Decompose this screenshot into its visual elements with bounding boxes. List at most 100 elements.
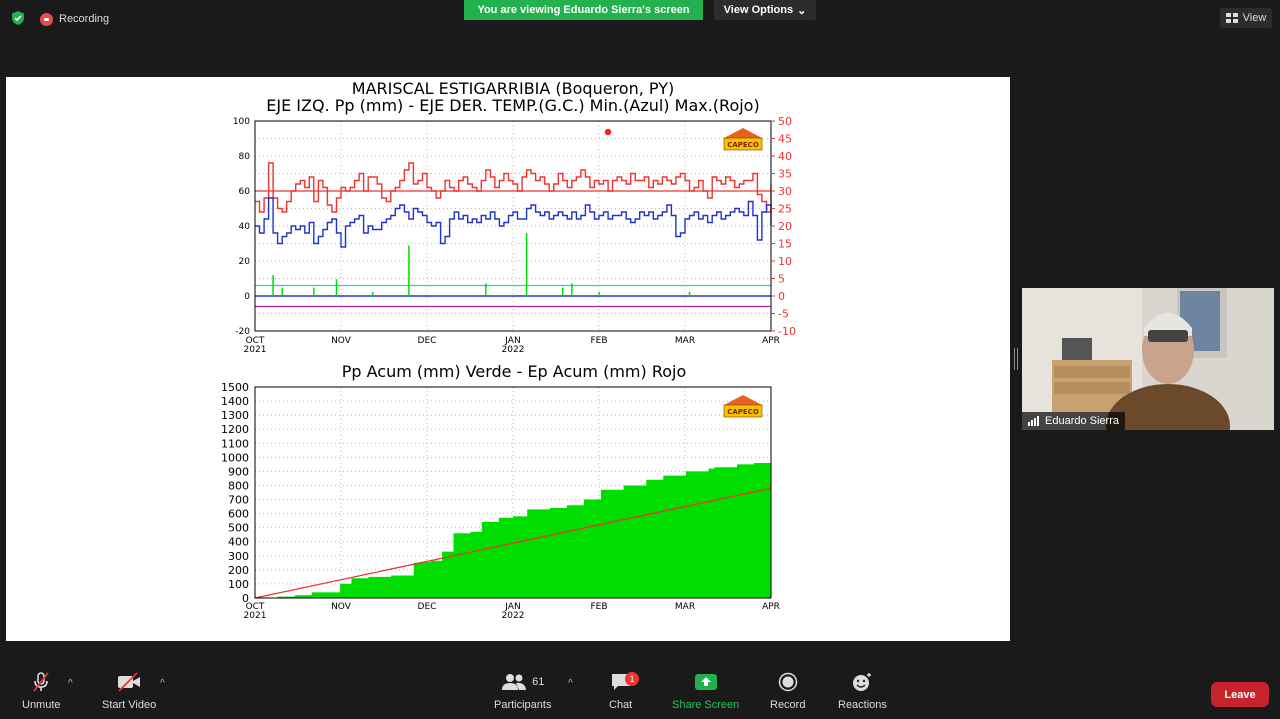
audio-options-chevron-icon[interactable]: ^ — [68, 678, 73, 689]
chart2-xtick-year: 2021 — [244, 611, 267, 621]
chart2-precip-area — [255, 457, 771, 598]
participants-options-chevron-icon[interactable]: ^ — [568, 678, 573, 689]
chart2-xtick: OCT — [246, 602, 265, 612]
chart2-title: Pp Acum (mm) Verde - Ep Acum (mm) Rojo — [342, 362, 686, 381]
start-video-button[interactable]: Start Video — [102, 670, 156, 711]
participants-icon — [502, 674, 527, 690]
chat-label: Chat — [609, 699, 633, 711]
participants-count: 61 — [532, 676, 545, 688]
chart2-ytick: 900 — [228, 465, 249, 478]
record-button[interactable]: Record — [770, 670, 805, 711]
bottom-toolbar: Unmute ^ Start Video ^ 61 Participants ^ — [0, 664, 1280, 719]
chart1-ytick-left: 0 — [244, 292, 250, 302]
chart1-ytick-right: 25 — [778, 203, 792, 216]
view-options-label: View Options — [723, 4, 794, 16]
chart2-xtick: APR — [762, 602, 780, 612]
chart2-frame — [254, 386, 772, 599]
leave-button[interactable]: Leave — [1211, 682, 1269, 707]
video-off-icon — [116, 670, 142, 694]
shared-screen[interactable]: MARISCAL ESTIGARRIBIA (Boqueron, PY) EJE… — [6, 77, 1010, 641]
chart1-xtick-year: 2022 — [502, 345, 525, 355]
unmute-label: Unmute — [22, 699, 61, 711]
shared-charts: MARISCAL ESTIGARRIBIA (Boqueron, PY) EJE… — [221, 79, 796, 621]
view-options-button[interactable]: View Options ⌄ — [714, 0, 816, 20]
chart1-logo-box — [723, 137, 763, 151]
chart1-xtick: MAR — [675, 336, 695, 346]
chart1-ytick-right: 10 — [778, 255, 792, 268]
chart1-xtick: NOV — [331, 336, 352, 346]
chart2-ytick: 1400 — [221, 395, 249, 408]
chart2-xtick-year: 2022 — [502, 611, 525, 621]
chart1-max-temp-line — [255, 162, 772, 213]
participant-video-frame — [1022, 288, 1274, 430]
reactions-icon — [851, 670, 873, 694]
reactions-button[interactable]: Reactions — [838, 670, 887, 711]
recording-label: Recording — [59, 13, 110, 25]
chart1-ytick-right: 50 — [778, 115, 792, 128]
chart1-xtick: APR — [762, 336, 780, 346]
viewing-banner: You are viewing Eduardo Sierra's screen — [464, 0, 703, 20]
chart2-logo-box — [723, 404, 763, 418]
grid-view-icon — [1225, 13, 1238, 23]
unmute-button[interactable]: Unmute — [22, 670, 61, 711]
share-screen-button[interactable]: Share Screen — [672, 670, 739, 711]
chart2-ytick: 1300 — [221, 409, 249, 422]
share-screen-icon — [694, 670, 718, 694]
chart2-xtick: NOV — [331, 602, 352, 612]
chart2-evap-line — [254, 487, 772, 599]
chart1-xtick: OCT — [246, 336, 265, 346]
chart2-ytick: 1200 — [221, 423, 249, 436]
chart2-ytick: 600 — [228, 508, 249, 521]
chart1-logo-roof — [724, 128, 762, 138]
recording-indicator[interactable]: Recording — [40, 10, 109, 28]
chart1-ytick-left: 40 — [239, 222, 251, 232]
view-label: View — [1242, 12, 1267, 24]
chart1-min-temp-line — [255, 197, 772, 248]
chevron-down-icon: ⌄ — [797, 4, 807, 17]
chart1-ytick-right: -5 — [778, 308, 789, 321]
chart1-ytick-right: 40 — [778, 150, 792, 163]
chat-badge: 1 — [625, 672, 639, 686]
view-button[interactable]: View — [1220, 8, 1272, 28]
participant-name: Eduardo Sierra — [1045, 415, 1119, 427]
chart2-xtick: JAN — [504, 602, 520, 612]
chart1-xtick: JAN — [504, 336, 520, 346]
video-options-chevron-icon[interactable]: ^ — [160, 678, 165, 689]
chart2-ytick: 800 — [228, 479, 249, 492]
participants-button[interactable]: 61 Participants — [494, 670, 551, 711]
top-bar: Recording You are viewing Eduardo Sierra… — [0, 0, 1280, 36]
share-screen-label: Share Screen — [672, 699, 740, 711]
mic-muted-icon — [30, 670, 52, 694]
chart2-ytick: 300 — [228, 550, 249, 563]
chart2-plot: 1500140013001200110010009008007006005004… — [221, 381, 780, 621]
shield-icon[interactable] — [10, 10, 26, 26]
chart2-logo-text: CAPECO — [727, 408, 759, 416]
chart1-ytick-right: 5 — [778, 273, 785, 286]
chart1-ytick-left: 60 — [239, 187, 251, 197]
chart2-ytick: 200 — [228, 564, 249, 577]
chart1-xtick: FEB — [590, 336, 607, 346]
chart1-title: MARISCAL ESTIGARRIBIA (Boqueron, PY) — [352, 79, 674, 98]
record-label: Record — [770, 699, 806, 711]
chart2-ytick: 500 — [228, 522, 249, 535]
chart1-ytick-left: -20 — [235, 327, 250, 337]
chart2-ytick: 700 — [228, 494, 249, 507]
chart1-subtitle: EJE IZQ. Pp (mm) - EJE DER. TEMP.(G.C.) … — [266, 96, 759, 115]
chart2-ytick: 100 — [228, 578, 249, 591]
chart1-ytick-right: -10 — [778, 325, 796, 338]
chart1-ytick-right: 30 — [778, 185, 792, 198]
chart1-ytick-left: 20 — [239, 257, 251, 267]
participant-name-tag: Eduardo Sierra — [1022, 412, 1125, 430]
chart1-ytick-right: 35 — [778, 168, 792, 181]
chart1-ytick-left: 100 — [233, 117, 250, 127]
chart2-xtick: FEB — [590, 602, 607, 612]
chart1-logo-text: CAPECO — [727, 141, 759, 149]
pointer-dot — [603, 127, 613, 137]
participants-label: Participants — [494, 699, 552, 711]
chart1-ytick-right: 15 — [778, 238, 792, 251]
panel-resize-handle[interactable] — [1014, 348, 1018, 370]
chart1-ytick-right: 45 — [778, 133, 792, 146]
start-video-label: Start Video — [102, 699, 157, 711]
participant-video[interactable]: Eduardo Sierra — [1022, 288, 1274, 430]
